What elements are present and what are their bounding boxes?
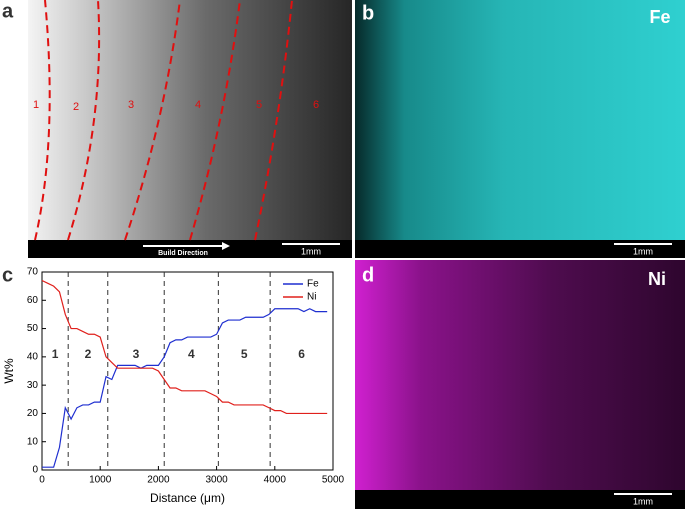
y-tick-label: 70 <box>27 267 39 278</box>
x-axis-label: Distance (μm) <box>150 491 225 505</box>
region-label: 3 <box>128 99 134 111</box>
x-tick-label: 4000 <box>264 475 287 486</box>
boundary-curves <box>34 0 293 241</box>
scale-label: 1mm <box>301 246 321 256</box>
y-tick-label: 60 <box>27 295 39 306</box>
panel-label: d <box>362 264 374 286</box>
legend-label: Fe <box>307 279 319 290</box>
scale-label: 1mm <box>633 496 653 506</box>
x-tick-label: 3000 <box>205 475 228 486</box>
scale-label: 1mm <box>633 246 653 256</box>
region-label: 6 <box>298 347 305 361</box>
region-label: 4 <box>188 347 195 361</box>
data-line <box>42 308 328 468</box>
plot-frame <box>41 271 334 471</box>
region-label: 5 <box>256 99 262 111</box>
region-label: 3 <box>133 347 140 361</box>
legend-label: Ni <box>307 292 316 303</box>
data-line <box>41 279 328 415</box>
scale-strip <box>355 240 685 258</box>
panel-label: c <box>2 264 13 286</box>
y-tick-label: 50 <box>27 323 39 334</box>
region-label: 5 <box>241 347 248 361</box>
direction-label: Build Direction <box>158 250 208 257</box>
region-label: 6 <box>313 99 319 111</box>
element-label: Ni <box>648 269 666 289</box>
arrow-head <box>222 242 230 250</box>
x-tick-label: 1000 <box>89 475 112 486</box>
y-tick-label: 10 <box>27 436 39 447</box>
region-label: 1 <box>33 99 39 111</box>
y-tick-label: 40 <box>27 351 39 362</box>
y-tick-label: 20 <box>27 408 39 419</box>
panel-label: a <box>2 0 14 22</box>
x-tick-label: 5000 <box>322 475 345 486</box>
line-chart: 0 10 20 30 40 50 60 70 0 1000 2000 3000 4000 5000 Dist… <box>2 267 344 506</box>
scale-strip <box>28 240 352 258</box>
x-tick-label: 0 <box>39 475 45 486</box>
region-label: 4 <box>195 99 201 111</box>
x-tick-label: 2000 <box>147 475 170 486</box>
region-labels: 1 2 3 4 5 6 <box>33 99 319 113</box>
panel-label: b <box>362 2 374 24</box>
micrograph <box>28 0 352 240</box>
y-axis-label: Wt% <box>2 358 16 384</box>
region-label: 1 <box>52 347 59 361</box>
y-tick-label: 30 <box>27 380 39 391</box>
element-label: Fe <box>649 7 670 27</box>
scale-strip <box>355 490 685 509</box>
region-label: 2 <box>85 347 92 361</box>
region-label: 2 <box>73 101 79 113</box>
y-tick-label: 0 <box>32 465 38 476</box>
eds-map <box>355 260 685 490</box>
eds-map <box>355 0 685 240</box>
